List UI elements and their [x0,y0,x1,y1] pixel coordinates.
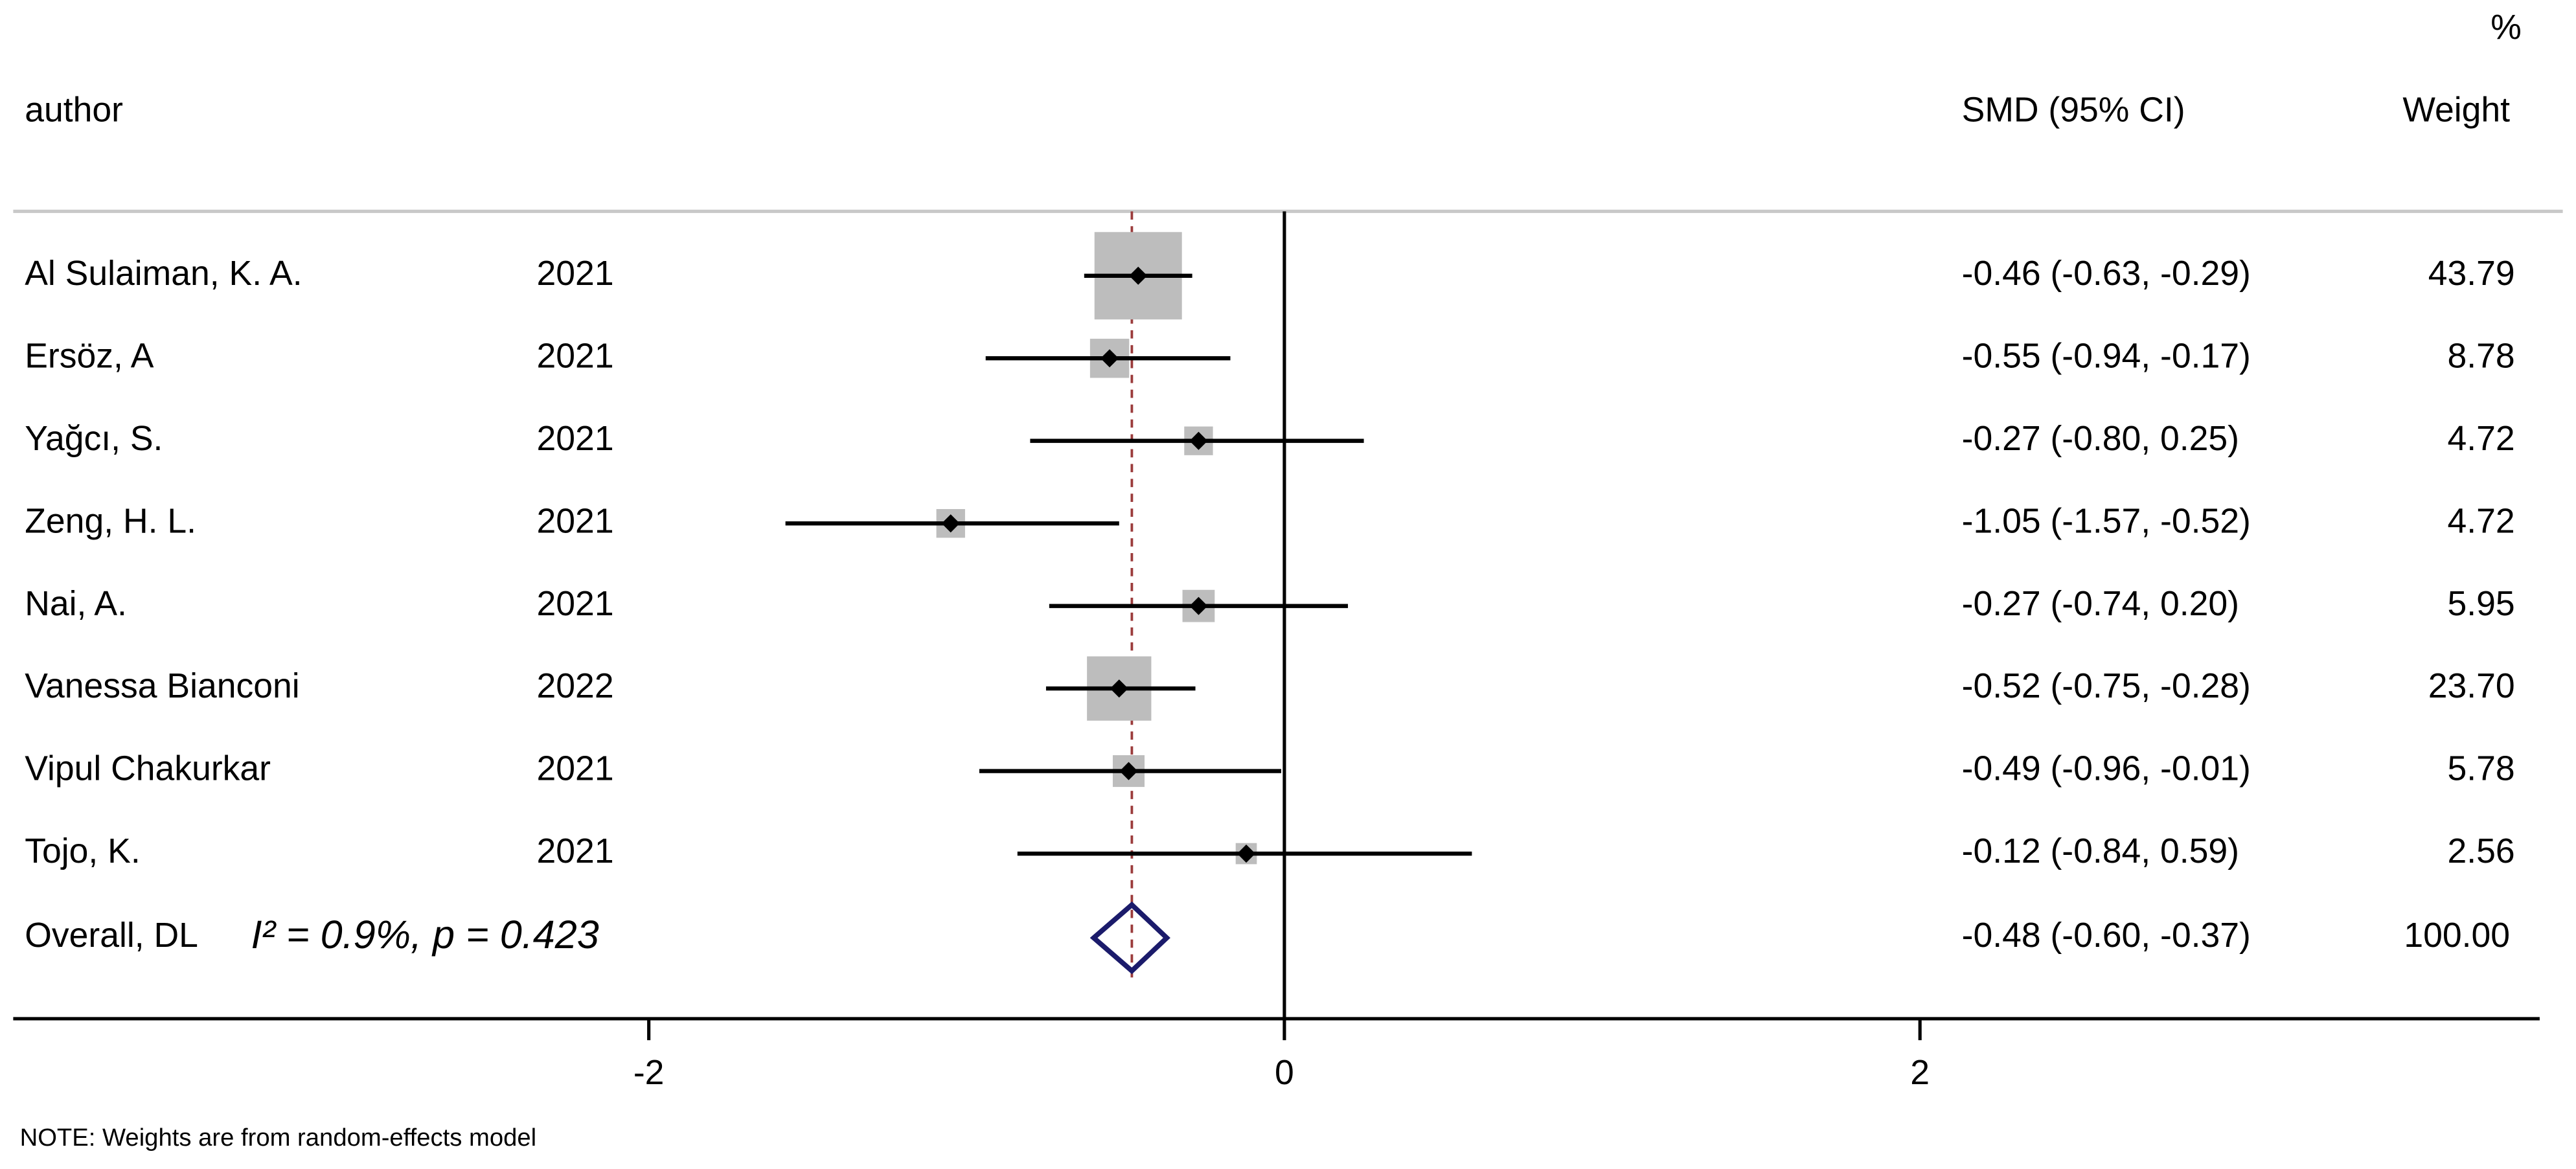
author-header: author [25,91,123,130]
x-tick-label: -2 [633,1054,665,1092]
weight-label: 43.79 [2428,255,2515,293]
weight-label: 5.78 [2448,750,2515,788]
estimate-marker [1110,679,1128,698]
author-label: Zeng, H. L. [25,502,196,540]
ci-label: -0.27 (-0.80, 0.25) [1962,420,2239,458]
estimate-header: SMD (95% CI) [1962,91,2185,130]
weight-label: 8.78 [2448,337,2515,375]
weight-label: 2.56 [2448,832,2515,870]
estimate-marker [941,514,960,533]
x-tick-label: 0 [1275,1054,1294,1092]
year-label: 2021 [537,255,614,293]
x-tick-label: 2 [1910,1054,1930,1092]
ci-label: -1.05 (-1.57, -0.52) [1962,502,2251,540]
author-label: Al Sulaiman, K. A. [25,255,302,293]
author-label: Tojo, K. [25,832,140,870]
estimate-marker [1189,431,1208,450]
author-label: Nai, A. [25,585,127,623]
year-label: 2021 [537,337,614,375]
weight-label: 4.72 [2448,502,2515,540]
ci-label: -0.49 (-0.96, -0.01) [1962,750,2251,788]
weight-label: 5.95 [2448,585,2515,623]
estimate-marker [1129,266,1148,285]
overall-diamond [1089,901,1170,975]
ci-label: -0.27 (-0.74, 0.20) [1962,585,2239,623]
weight-label: 4.72 [2448,420,2515,458]
overall-label: Overall, DL [25,916,198,955]
overall-weight-label: 100.00 [2404,916,2510,955]
ci-label: -0.55 (-0.94, -0.17) [1962,337,2251,375]
weight-label: 23.70 [2428,667,2515,705]
weight-header: Weight [2402,91,2510,130]
heterogeneity: I² = 0.9%, p = 0.423 [251,913,599,957]
author-label: Vipul Chakurkar [25,750,271,788]
year-label: 2021 [537,832,614,870]
estimate-marker [1100,349,1119,368]
author-label: Vanessa Bianconi [25,667,299,705]
year-label: 2021 [537,502,614,540]
ci-label: -0.52 (-0.75, -0.28) [1962,667,2251,705]
estimate-marker [1119,762,1138,780]
weight-unit-header: % [2491,8,2522,47]
note: NOTE: Weights are from random-effects mo… [20,1124,537,1152]
author-label: Yağcı, S. [25,420,163,458]
ci-label: -0.46 (-0.63, -0.29) [1962,255,2251,293]
year-label: 2021 [537,750,614,788]
estimate-marker [1237,845,1256,863]
estimate-marker [1189,596,1208,615]
year-label: 2021 [537,420,614,458]
year-label: 2022 [537,667,614,705]
author-label: Ersöz, A [25,337,154,375]
ci-label: -0.12 (-0.84, 0.59) [1962,832,2239,870]
overall-ci-label: -0.48 (-0.60, -0.37) [1962,916,2251,955]
year-label: 2021 [537,585,614,623]
